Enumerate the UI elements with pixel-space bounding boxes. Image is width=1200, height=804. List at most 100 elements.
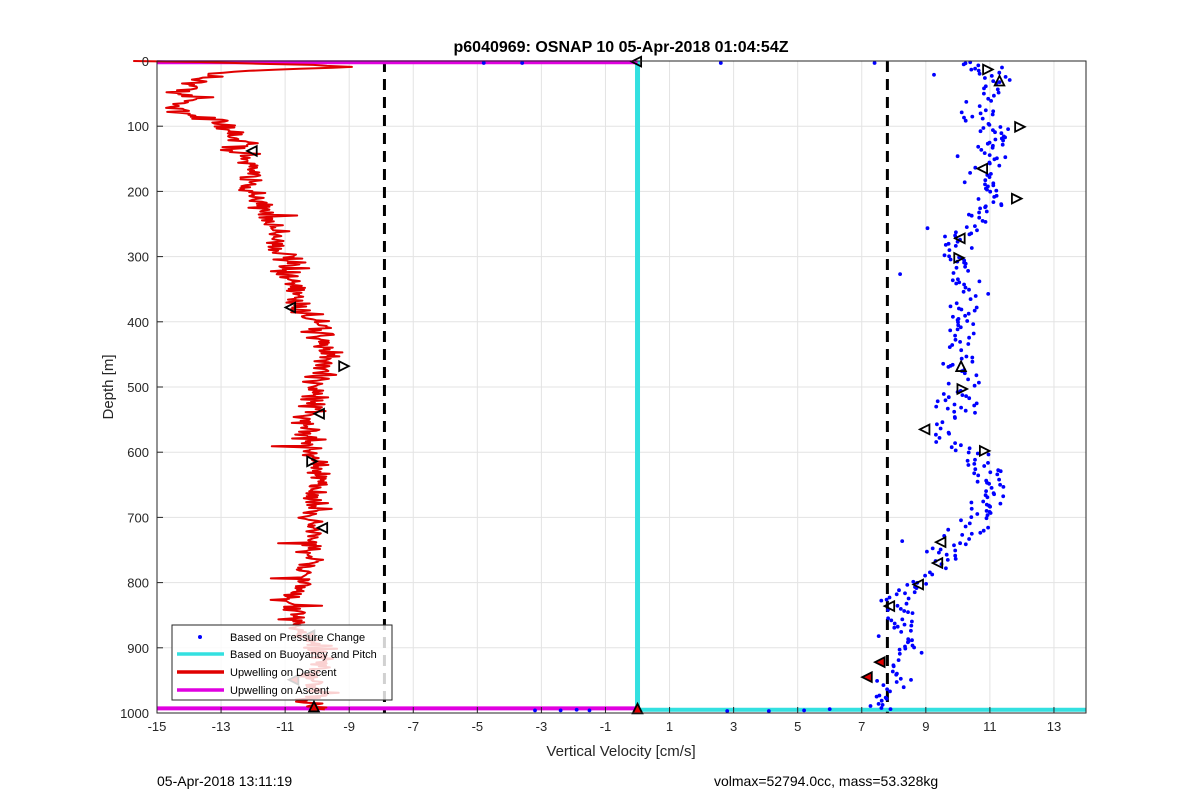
triangle-marker (283, 301, 297, 314)
pressure-point (895, 624, 900, 629)
pressure-point (974, 401, 979, 406)
pressure-point (995, 87, 1000, 92)
pressure-point (949, 445, 954, 450)
pressure-point (943, 234, 947, 239)
triangle-marker (975, 162, 988, 175)
y-tick-label: 1000 (120, 706, 149, 721)
pressure-point (977, 71, 982, 76)
legend: Based on Pressure Change Based on Buoyan… (171, 624, 393, 701)
pressure-point (974, 373, 979, 378)
pressure-point (978, 129, 983, 134)
pressure-point (802, 708, 806, 713)
triangle-marker (872, 655, 886, 669)
triangle-marker (911, 578, 924, 591)
pressure-point (977, 104, 982, 108)
pressure-point (945, 406, 950, 411)
pressure-point (941, 392, 946, 396)
pressure-point (975, 479, 980, 484)
pressure-point (1003, 135, 1007, 140)
pressure-point (987, 153, 992, 158)
pressure-point (959, 356, 964, 361)
pressure-point (976, 68, 981, 73)
pressure-point (992, 157, 997, 162)
pressure-point (903, 591, 907, 596)
pressure-point (881, 683, 886, 687)
pressure-point (971, 322, 976, 326)
pressure-point (993, 137, 998, 142)
pressure-point (967, 521, 972, 526)
pressure-point (909, 623, 914, 628)
pressure-point (953, 557, 958, 561)
pressure-point (986, 96, 991, 101)
pressure-point (1001, 138, 1005, 143)
pressure-point (932, 72, 936, 77)
pressure-point (978, 111, 983, 116)
pressure-point (962, 282, 966, 287)
pressure-point (946, 381, 951, 386)
pressure-point (984, 509, 989, 513)
x-tick-label: -5 (472, 719, 484, 734)
pressure-point (1000, 65, 1004, 70)
pressure-point (964, 100, 969, 104)
triangle-marker (629, 55, 643, 68)
pressure-point (910, 638, 914, 643)
pressure-point (977, 210, 981, 215)
pressure-point (880, 703, 885, 707)
y-tick-label: 200 (127, 184, 149, 199)
pressure-point (994, 188, 999, 193)
pressure-point (725, 709, 730, 713)
pressure-point (999, 131, 1004, 136)
pressure-point (961, 62, 966, 67)
pressure-point (574, 707, 579, 712)
pressure-point (986, 525, 990, 530)
pressure-point (997, 70, 1002, 75)
pressure-point (955, 154, 960, 159)
pressure-point (998, 469, 1003, 474)
pressure-point (944, 566, 948, 571)
pressure-point (967, 446, 972, 451)
pressure-point (891, 664, 896, 669)
pressure-point (947, 345, 952, 349)
pressure-point (998, 125, 1003, 129)
footer-mass-info: volmax=52794.0cc, mass=53.328kg (714, 773, 939, 789)
pressure-point (874, 694, 879, 699)
pressure-point (1000, 142, 1005, 147)
pressure-point (959, 443, 963, 448)
pressure-point (481, 61, 486, 65)
grid (156, 60, 1086, 714)
pressure-point (1001, 485, 1006, 489)
pressure-point (954, 301, 959, 306)
pressure-point (989, 486, 994, 490)
pressure-point (988, 470, 993, 475)
pressure-point (953, 548, 958, 553)
triangle-marker (978, 444, 992, 458)
plot-series (133, 55, 1086, 715)
pressure-point (992, 93, 996, 98)
pressure-point (558, 708, 563, 713)
pressure-point (978, 206, 982, 211)
pressure-point (986, 461, 990, 465)
pressure-point (995, 472, 1000, 477)
pressure-point (988, 504, 992, 509)
pressure-point (999, 203, 1004, 208)
pressure-point (998, 501, 1003, 506)
pressure-point (966, 463, 971, 467)
pressure-point (979, 148, 984, 152)
pressure-point (934, 432, 938, 437)
triangle-marker (338, 359, 351, 373)
pressure-point (889, 618, 894, 623)
pressure-point (960, 533, 965, 537)
pressure-point (894, 680, 899, 684)
triangle-marker (1014, 120, 1027, 134)
pressure-point (985, 513, 990, 517)
pressure-point (981, 528, 986, 533)
triangle-marker (860, 670, 873, 684)
pressure-point (998, 482, 1002, 487)
pressure-point (964, 225, 969, 230)
pressure-point (976, 473, 981, 478)
pressure-point (989, 99, 993, 103)
pressure-point (910, 619, 914, 624)
pressure-point (955, 327, 960, 332)
pressure-point (975, 512, 980, 516)
legend-marker-pressure (198, 635, 202, 639)
